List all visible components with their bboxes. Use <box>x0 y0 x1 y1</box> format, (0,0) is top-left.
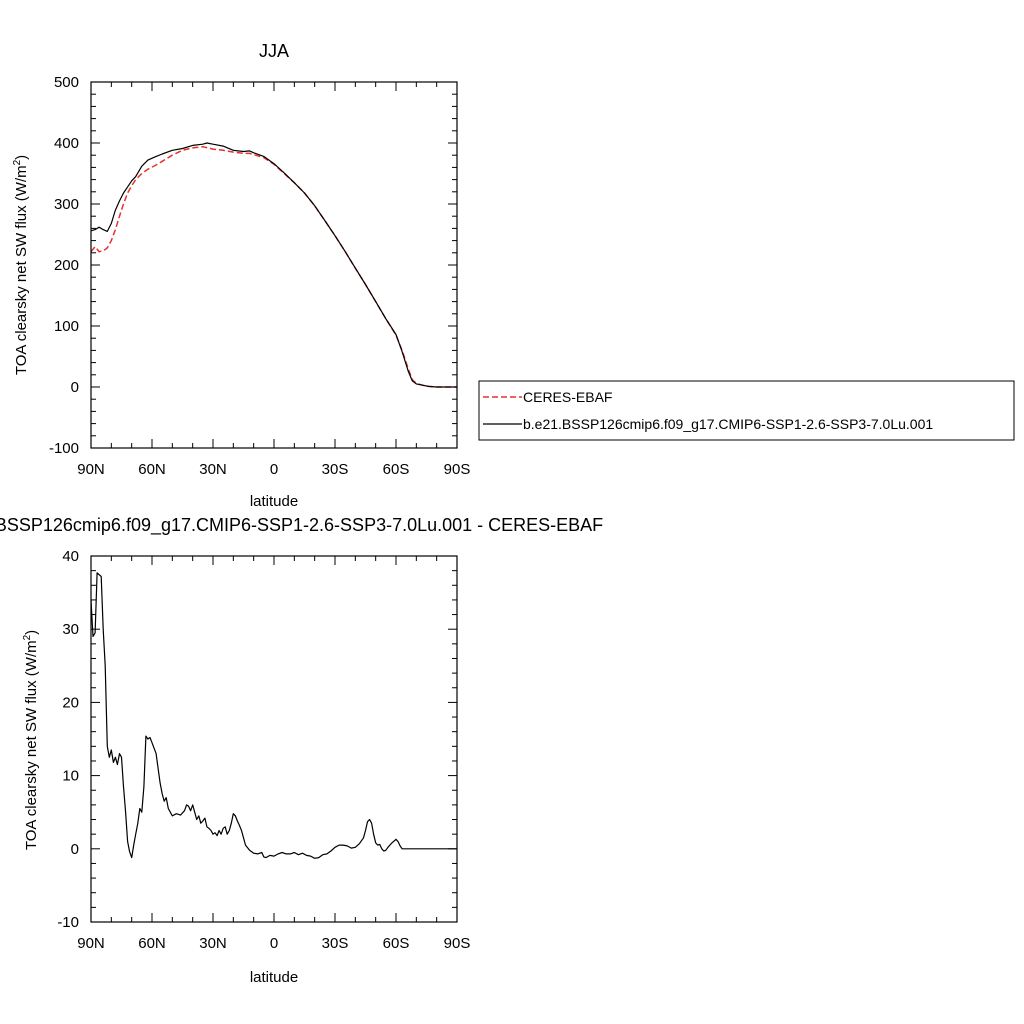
bot-y-tick-label: 40 <box>62 548 79 565</box>
bot-y-tick-label: 10 <box>62 768 79 785</box>
top-y-tick-label: 0 <box>71 379 79 396</box>
bot-y-tick-label: -10 <box>57 914 79 931</box>
top-chart-title: JJA <box>259 41 289 61</box>
bottom-y-ticks: -10 0 10 20 30 40 <box>57 548 457 931</box>
bottom-x-ticks: 90N 60N 30N 0 30S 60S 90S <box>77 556 470 952</box>
top-x-tick-label: 90N <box>77 461 105 478</box>
top-series-group <box>90 142 457 388</box>
bot-y-tick-label: 20 <box>62 694 79 711</box>
top-y-tick-label: 200 <box>54 257 79 274</box>
legend-box <box>478 380 1015 441</box>
top-x-ticks: 90N 60N 30N 0 30S 60S 90S <box>77 82 470 478</box>
chart-top: JJA -100 0 100 200 300 400 500 90N 60N 30N 0 30S 60… <box>12 41 470 510</box>
top-y-tick-label: 100 <box>54 318 79 335</box>
top-x-tick-label: 60N <box>138 461 166 478</box>
top-y-tick-label: 400 <box>54 135 79 152</box>
bot-x-tick-label: 30N <box>199 935 227 952</box>
top-y-axis-label: TOA clearsky net SW flux (W/m2) <box>12 155 30 375</box>
bot-x-tick-label: 60N <box>138 935 166 952</box>
bot-x-tick-label: 90S <box>444 935 471 952</box>
legend-label-model: b.e21.BSSP126cmip6.f09_g17.CMIP6-SSP1-2.… <box>523 416 933 432</box>
top-x-tick-label: 90S <box>444 461 471 478</box>
top-x-axis-label: latitude <box>250 493 298 510</box>
bottom-y-axis-label: TOA clearsky net SW flux (W/m2) <box>22 630 40 850</box>
top-x-tick-label: 30S <box>322 461 349 478</box>
bot-y-tick-label: 0 <box>71 841 79 858</box>
bot-x-tick-label: 60S <box>383 935 410 952</box>
top-x-tick-label: 60S <box>383 461 410 478</box>
legend-label-ceres: CERES-EBAF <box>523 389 612 405</box>
bot-x-tick-label: 30S <box>322 935 349 952</box>
top-y-ticks: -100 0 100 200 300 400 500 <box>49 74 457 457</box>
bot-series-line-0 <box>90 572 457 859</box>
bottom-series-group <box>90 572 457 859</box>
bottom-chart-title: b.e21.BSSP126cmip6.f09_g17.CMIP6-SSP1-2.… <box>0 515 603 536</box>
chart-bottom: b.e21.BSSP126cmip6.f09_g17.CMIP6-SSP1-2.… <box>0 515 603 986</box>
top-y-tick-label: -100 <box>49 440 79 457</box>
top-series-line-1 <box>90 142 457 388</box>
legend: CERES-EBAF b.e21.BSSP126cmip6.f09_g17.CM… <box>478 380 1015 441</box>
bottom-plot-frame <box>90 555 458 923</box>
top-plot-frame <box>90 81 458 449</box>
bot-x-tick-label: 0 <box>270 935 278 952</box>
bottom-x-axis-label: latitude <box>250 969 298 986</box>
bot-y-tick-label: 30 <box>62 621 79 638</box>
bot-x-tick-label: 90N <box>77 935 105 952</box>
top-y-tick-label: 500 <box>54 74 79 91</box>
top-x-tick-label: 0 <box>270 461 278 478</box>
top-x-tick-label: 30N <box>199 461 227 478</box>
top-y-tick-label: 300 <box>54 196 79 213</box>
